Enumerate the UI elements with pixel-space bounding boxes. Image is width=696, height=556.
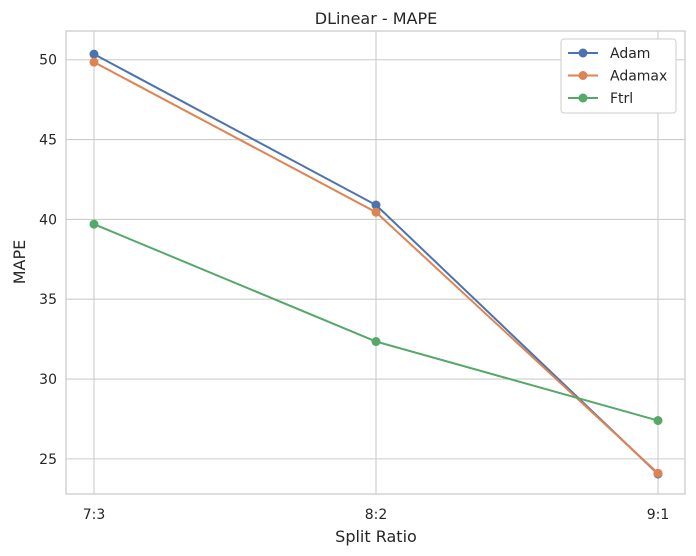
legend-item: Adamax — [568, 69, 667, 85]
series-ftrl — [89, 219, 663, 426]
legend-swatch-marker — [578, 71, 588, 80]
x-tick-label: 9:1 — [647, 507, 670, 523]
y-tick-label: 35 — [39, 292, 57, 308]
series-layer — [89, 49, 663, 479]
data-point — [653, 468, 663, 478]
series-adamax — [89, 57, 663, 478]
y-tick-label: 30 — [39, 372, 57, 388]
y-tick-label: 25 — [39, 452, 57, 468]
y-tick-label: 45 — [39, 133, 57, 149]
data-point — [89, 57, 99, 67]
x-tick-label: 8:2 — [365, 507, 388, 523]
chart-title: DLinear - MAPE — [315, 9, 438, 28]
data-point — [371, 200, 381, 210]
plot-frame — [65, 30, 686, 495]
y-tick-label: 50 — [39, 53, 57, 69]
data-point — [371, 337, 381, 347]
legend-swatch-marker — [578, 48, 588, 58]
legend-item: Adam — [568, 46, 650, 62]
x-axis-label: Split Ratio — [335, 527, 417, 546]
x-tick-label: 7:3 — [83, 507, 106, 523]
data-point — [653, 416, 663, 426]
legend-item: Ftrl — [568, 91, 633, 107]
legend-label: Ftrl — [610, 91, 633, 107]
legend: Adam Adamax Ftrl — [560, 38, 677, 114]
grid — [66, 31, 685, 494]
data-point — [89, 219, 99, 229]
tick-labels: 25 30 35 40 45 50 7:3 8:2 9:1 — [39, 53, 669, 523]
data-point — [89, 49, 99, 59]
legend-label: Adamax — [610, 69, 667, 85]
legend-swatch-marker — [578, 93, 588, 103]
legend-label: Adam — [610, 46, 650, 62]
y-axis-label: MAPE — [10, 240, 29, 285]
legend-box — [560, 38, 677, 114]
y-tick-label: 40 — [39, 212, 57, 228]
data-point — [371, 207, 381, 217]
